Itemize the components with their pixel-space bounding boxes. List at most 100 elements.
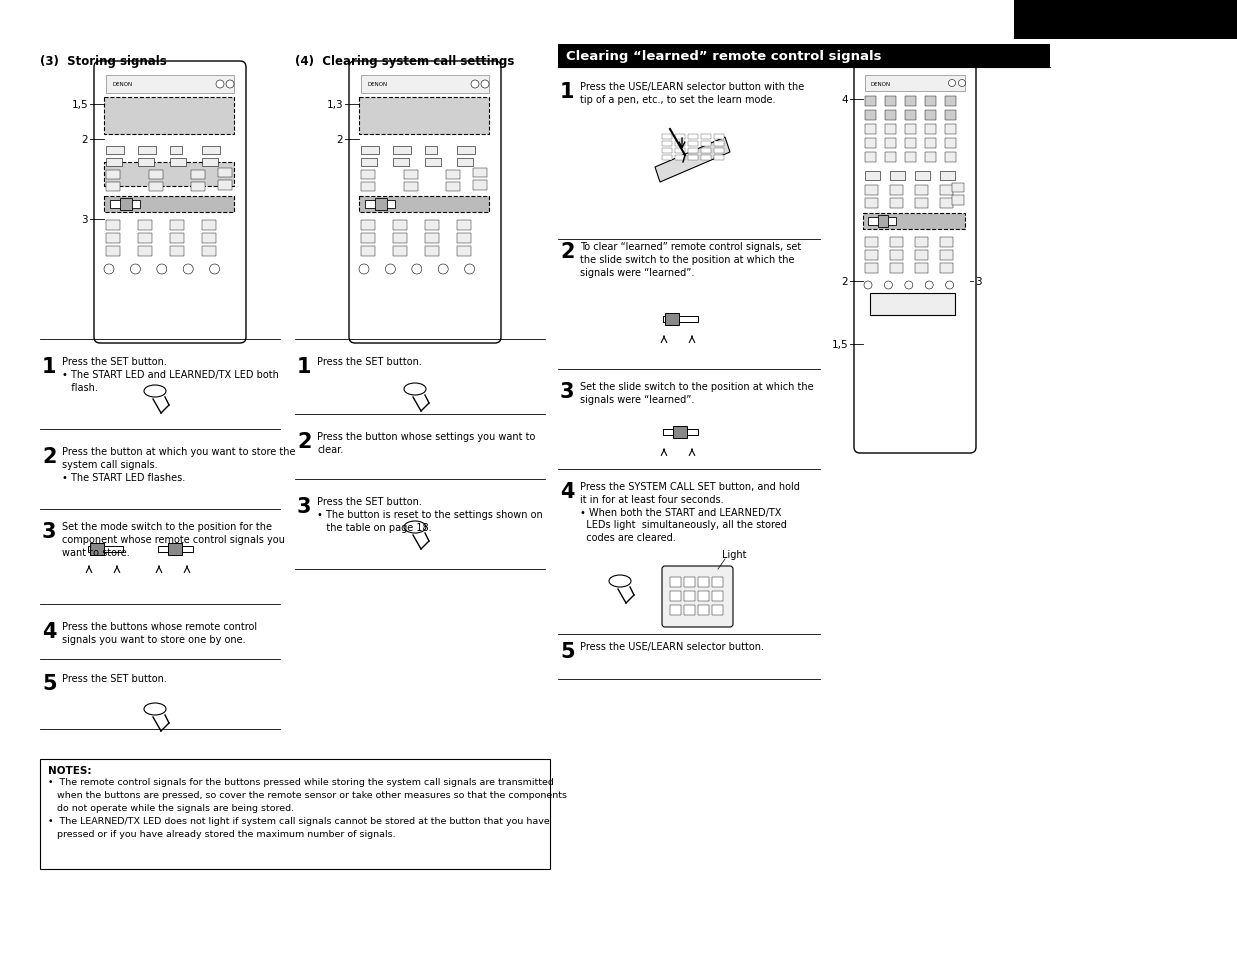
Bar — [426, 159, 442, 167]
Bar — [139, 247, 152, 256]
Bar — [870, 294, 955, 315]
Bar — [106, 147, 124, 154]
Bar — [713, 592, 722, 601]
Bar — [698, 592, 709, 601]
Text: 3: 3 — [42, 521, 57, 541]
Bar — [713, 605, 722, 616]
Bar — [157, 112, 171, 122]
Text: Press the SET button.
• The START LED and LEARNED/TX LED both
   flash.: Press the SET button. • The START LED an… — [62, 356, 278, 393]
Bar — [183, 126, 197, 135]
Bar — [106, 159, 122, 167]
Circle shape — [130, 265, 141, 274]
Text: 2: 2 — [42, 447, 57, 467]
Ellipse shape — [404, 521, 426, 534]
Bar — [456, 247, 471, 256]
Bar — [104, 196, 234, 213]
Bar — [940, 251, 952, 261]
Bar — [940, 237, 952, 248]
Bar — [361, 126, 375, 135]
Text: Press the USE/LEARN selector button.: Press the USE/LEARN selector button. — [580, 641, 764, 651]
Text: •  The LEARNED/TX LED does not light if system call signals cannot be stored at : • The LEARNED/TX LED does not light if s… — [48, 816, 549, 825]
Text: 4: 4 — [42, 621, 57, 641]
Circle shape — [104, 265, 114, 274]
Bar — [915, 237, 928, 248]
Text: NOTES:: NOTES: — [48, 765, 92, 775]
Bar — [139, 159, 153, 167]
Bar — [169, 147, 182, 154]
Bar — [218, 169, 233, 178]
Bar — [666, 314, 679, 326]
Bar — [361, 183, 375, 192]
Bar — [865, 251, 878, 261]
Ellipse shape — [143, 703, 166, 716]
Text: 2: 2 — [82, 135, 88, 145]
Bar — [106, 100, 120, 109]
Bar — [673, 427, 687, 438]
Bar — [698, 578, 709, 587]
Text: Clearing “learned” remote control signals: Clearing “learned” remote control signal… — [567, 50, 882, 63]
Text: •  The remote control signals for the buttons pressed while storing the system c: • The remote control signals for the but… — [48, 778, 554, 786]
Bar — [905, 152, 917, 163]
Bar — [218, 181, 233, 191]
Text: 2: 2 — [841, 276, 849, 287]
Bar — [447, 183, 460, 192]
Bar — [889, 251, 903, 261]
Bar — [393, 147, 411, 154]
Bar — [940, 264, 952, 274]
Bar — [865, 152, 876, 163]
Bar — [701, 135, 711, 140]
Bar — [426, 221, 439, 231]
Bar — [865, 76, 965, 91]
Text: Press the button at which you want to store the
system call signals.
• The START: Press the button at which you want to st… — [62, 447, 296, 482]
Circle shape — [438, 265, 448, 274]
Bar — [40, 760, 550, 869]
Bar — [884, 97, 896, 107]
Bar — [884, 152, 896, 163]
Bar — [361, 233, 375, 244]
Bar — [393, 247, 407, 256]
Ellipse shape — [609, 576, 631, 587]
Text: 5: 5 — [560, 641, 575, 661]
Bar — [157, 126, 171, 135]
Bar — [359, 98, 489, 135]
Text: 1: 1 — [42, 356, 57, 376]
Bar — [426, 147, 437, 154]
Bar — [192, 183, 205, 192]
Bar — [106, 233, 120, 244]
Text: 5: 5 — [42, 673, 57, 693]
Bar — [361, 171, 375, 180]
Bar — [675, 149, 685, 153]
Bar — [438, 112, 452, 122]
Bar — [865, 125, 876, 135]
Circle shape — [959, 80, 966, 88]
Bar — [158, 546, 193, 553]
Circle shape — [386, 265, 396, 274]
Bar — [889, 264, 903, 274]
Text: Set the mode switch to the position for the
component whose remote control signa: Set the mode switch to the position for … — [62, 521, 285, 557]
Bar — [157, 100, 171, 109]
Bar — [675, 135, 685, 140]
Bar — [945, 111, 956, 121]
Bar — [106, 183, 120, 192]
Bar — [925, 97, 936, 107]
Bar — [905, 97, 917, 107]
Bar — [915, 199, 928, 209]
Bar — [168, 543, 182, 556]
Text: 4: 4 — [560, 481, 574, 501]
Bar — [202, 221, 216, 231]
Circle shape — [209, 265, 220, 274]
Ellipse shape — [143, 386, 166, 397]
Circle shape — [465, 265, 475, 274]
Bar — [426, 247, 439, 256]
Bar — [169, 247, 184, 256]
Bar — [701, 149, 711, 153]
Bar — [438, 100, 452, 109]
Bar — [393, 159, 409, 167]
Bar — [865, 97, 876, 107]
Bar — [714, 135, 724, 140]
Bar — [464, 100, 477, 109]
Bar — [106, 112, 120, 122]
Bar — [208, 112, 223, 122]
Circle shape — [216, 81, 224, 89]
Bar — [438, 126, 452, 135]
